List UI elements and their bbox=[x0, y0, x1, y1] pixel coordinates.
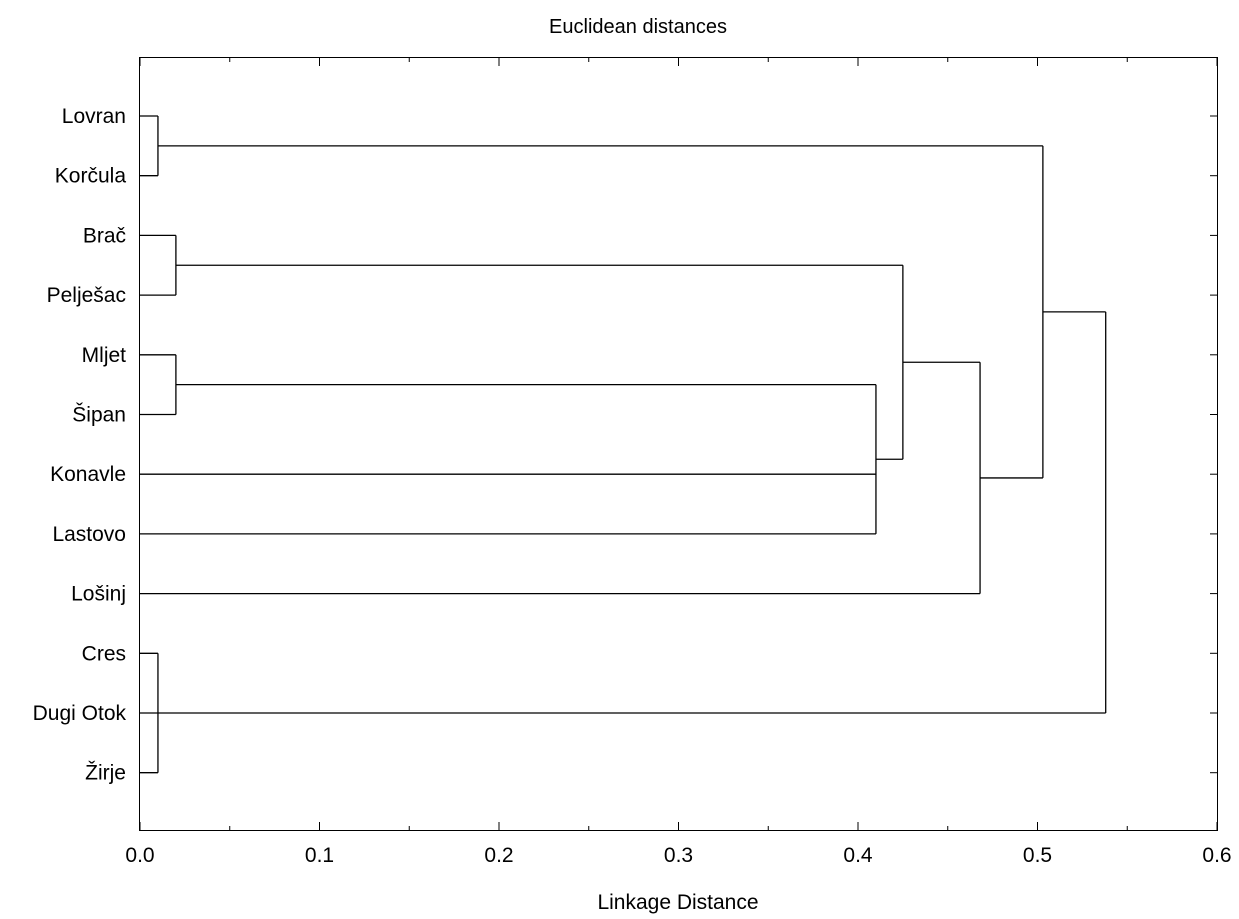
x-tick-label: 0.4 bbox=[843, 844, 873, 867]
links-layer bbox=[140, 115, 1107, 774]
x-tick-label: 0.6 bbox=[1202, 844, 1231, 867]
leaf-label: Lastovo bbox=[52, 523, 126, 546]
leaf-label: Lošinj bbox=[71, 583, 126, 606]
labels-layer: Lovran Korčula Brač Pelješac Mljet Šipan Konav… bbox=[33, 105, 127, 785]
leaf-label: Cres bbox=[82, 642, 126, 665]
leaf-label: Šipan bbox=[72, 404, 126, 427]
ticks-layer: 0.0 0.1 0.2 0.3 0.4 0.5 0.6 bbox=[125, 58, 1232, 867]
leaf-label: Konavle bbox=[50, 463, 126, 486]
leaf-label: Brač bbox=[83, 224, 126, 247]
x-tick-label: 0.0 bbox=[125, 844, 154, 867]
x-tick-label: 0.2 bbox=[484, 844, 513, 867]
x-axis-label: Linkage Distance bbox=[597, 891, 758, 914]
leaf-label: Pelješac bbox=[47, 284, 126, 307]
leaf-label: Mljet bbox=[82, 344, 127, 367]
leaf-label: Dugi Otok bbox=[33, 702, 127, 725]
x-tick-label: 0.5 bbox=[1023, 844, 1052, 867]
leaf-label: Korčula bbox=[55, 165, 127, 188]
x-tick-label: 0.1 bbox=[305, 844, 334, 867]
chart-title: Euclidean distances bbox=[549, 16, 727, 38]
x-tick-label: 0.3 bbox=[664, 844, 693, 867]
plot-frame bbox=[139, 57, 1218, 831]
leaf-label: Žirje bbox=[85, 762, 126, 785]
leaf-label: Lovran bbox=[62, 105, 126, 128]
